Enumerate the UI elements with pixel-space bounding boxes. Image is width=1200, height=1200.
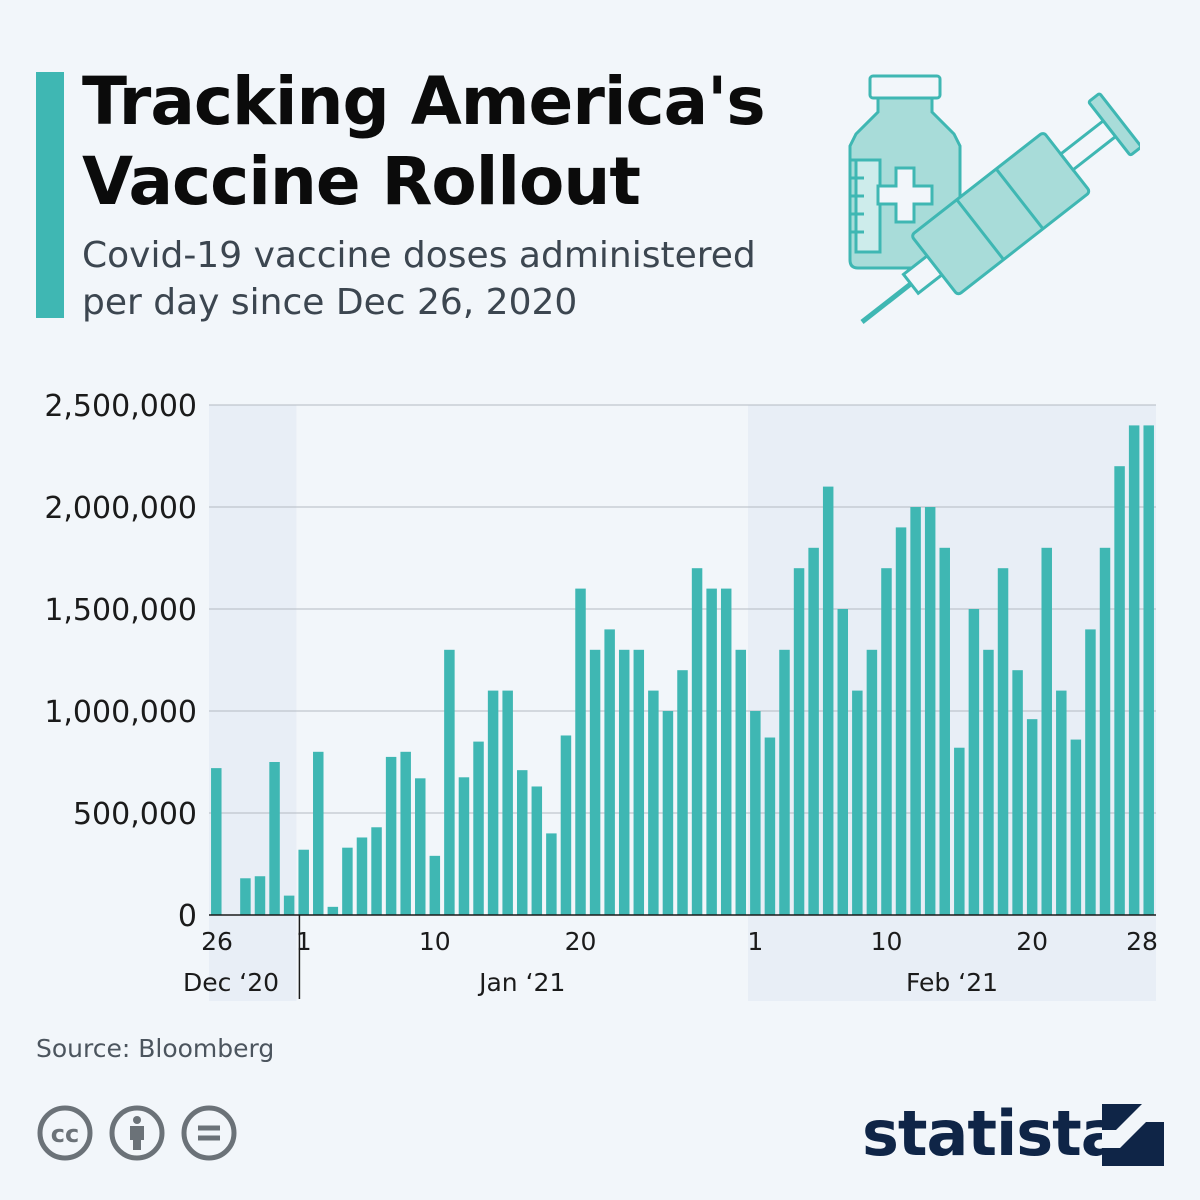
- bar: [298, 849, 309, 915]
- bar: [444, 649, 455, 915]
- source-note: Source: Bloomberg: [36, 1034, 275, 1063]
- bar: [983, 649, 994, 915]
- no-derivatives-icon: [181, 1105, 237, 1161]
- bar: [618, 649, 630, 915]
- bar: [866, 649, 878, 915]
- bar: [1070, 739, 1082, 915]
- bar: [1143, 425, 1154, 915]
- y-tick-label: 2,500,000: [44, 389, 197, 424]
- bar: [575, 588, 586, 915]
- x-tick-label: 26: [201, 927, 233, 956]
- page-title: Tracking America's Vaccine Rollout: [82, 63, 766, 220]
- x-tick-label: 1: [296, 927, 312, 956]
- y-tick-label: 500,000: [73, 797, 197, 832]
- x-tick-label: 20: [565, 927, 597, 956]
- bar: [881, 568, 892, 915]
- x-tick-label: 20: [1016, 927, 1048, 956]
- bar: [691, 568, 703, 915]
- bar: [648, 690, 659, 915]
- bar: [750, 711, 761, 915]
- bar: [313, 751, 324, 915]
- bar: [852, 690, 863, 915]
- bar: [429, 855, 441, 915]
- bar: [793, 568, 805, 915]
- x-tick-label: 1: [747, 927, 763, 956]
- page-subtitle: Covid-19 vaccine doses administered per …: [82, 235, 756, 323]
- brand-wordmark: statista: [862, 1097, 1123, 1170]
- bar: [560, 735, 572, 915]
- bar: [1012, 670, 1023, 915]
- bar: [473, 741, 484, 915]
- bar: [1026, 719, 1038, 915]
- bar: [735, 649, 747, 915]
- bar: [939, 547, 950, 915]
- bar: [662, 711, 674, 915]
- y-tick-label: 0: [178, 899, 197, 934]
- bar: [254, 876, 266, 915]
- bar: [327, 906, 339, 915]
- bar: [371, 827, 382, 915]
- bar: [822, 486, 834, 915]
- bar: [677, 670, 688, 915]
- month-label: Dec ‘20: [183, 968, 279, 997]
- bar: [764, 737, 776, 915]
- bar: [706, 588, 717, 915]
- bar: [954, 747, 965, 915]
- month-label: Feb ‘21: [906, 968, 998, 997]
- y-tick-label: 1,000,000: [44, 695, 197, 730]
- bar: [1128, 425, 1140, 915]
- bar: [604, 629, 615, 915]
- bar: [1099, 547, 1111, 915]
- bar: [400, 751, 411, 915]
- bar: [924, 507, 936, 915]
- creative-commons-icon: cc: [37, 1105, 93, 1161]
- x-tick-label: 10: [419, 927, 451, 956]
- bar: [269, 762, 280, 915]
- bar: [1041, 547, 1052, 915]
- bar: [895, 527, 907, 915]
- bar: [837, 609, 849, 915]
- bar: [342, 847, 353, 915]
- bar: [385, 756, 397, 915]
- bar: [240, 878, 251, 915]
- y-tick-label: 1,500,000: [44, 593, 197, 628]
- x-tick-label: 10: [871, 927, 903, 956]
- bar: [356, 837, 368, 915]
- bar: [516, 770, 528, 915]
- statista-logo-icon: [1102, 1104, 1164, 1166]
- bar: [997, 568, 1009, 915]
- bar: [808, 547, 819, 915]
- bar: [211, 768, 222, 915]
- bar: [487, 690, 499, 915]
- bar: [633, 649, 645, 915]
- bar: [1114, 466, 1125, 915]
- bar: [589, 649, 601, 915]
- bar: [910, 507, 921, 915]
- x-tick-label: 28: [1126, 927, 1158, 956]
- bar: [779, 649, 790, 915]
- attribution-icon: [109, 1105, 165, 1161]
- bar: [546, 833, 557, 915]
- bar: [1085, 629, 1096, 915]
- bar-chart: 0 500,000 1,000,000 1,500,000 2,000,000 2,500…: [44, 389, 1158, 1001]
- y-tick-label: 2,000,000: [44, 491, 197, 526]
- bar: [720, 588, 732, 915]
- bar: [283, 895, 295, 915]
- license-icons: cc: [37, 1105, 237, 1161]
- month-label: Jan ‘21: [477, 968, 565, 997]
- bar: [968, 609, 980, 915]
- bar: [458, 777, 470, 915]
- vaccine-illustration: [848, 74, 1140, 324]
- accent-bar: [36, 72, 64, 318]
- bar: [531, 786, 543, 915]
- syringe-icon: [860, 92, 1140, 324]
- svg-text:cc: cc: [51, 1120, 79, 1148]
- bar: [1056, 690, 1067, 915]
- bar: [502, 690, 513, 915]
- month-band: [209, 405, 297, 1001]
- bar: [415, 778, 426, 915]
